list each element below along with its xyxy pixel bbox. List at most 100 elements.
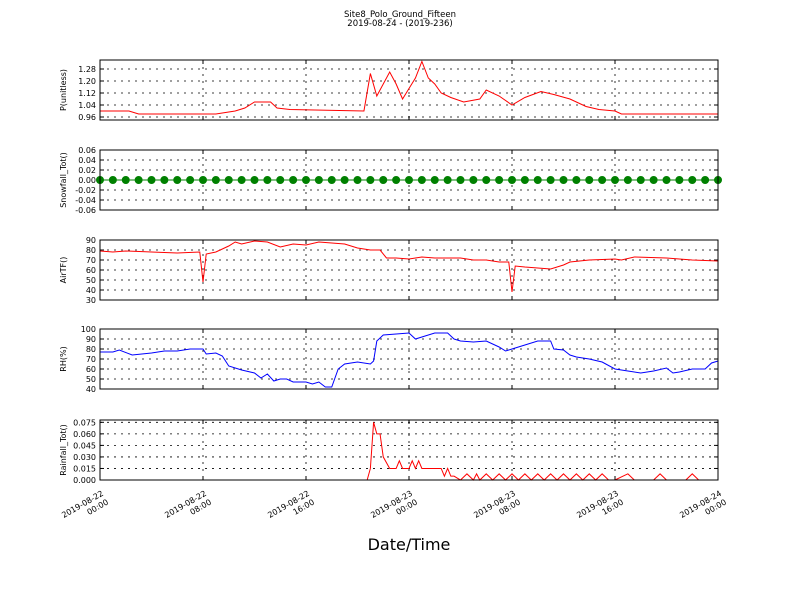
y-tick-label: 70 (86, 256, 96, 265)
data-point (289, 176, 298, 184)
y-tick-label: 0.000 (73, 476, 96, 485)
y-tick-label: 0.075 (73, 418, 96, 427)
figure-subtitle: 2019-08-24 - (2019-236) (347, 19, 452, 29)
data-point (186, 176, 195, 184)
data-point (366, 176, 375, 184)
y-tick-label: 0.06 (78, 146, 96, 155)
axes-frame (99, 419, 719, 481)
y-tick-label: -0.04 (75, 196, 96, 205)
data-point (211, 176, 220, 184)
data-line (100, 422, 718, 481)
axes-frame (99, 59, 719, 121)
data-point (134, 176, 143, 184)
axes-frame (99, 328, 719, 390)
data-point (121, 176, 130, 184)
data-point (237, 176, 246, 184)
data-point (559, 176, 568, 184)
y-tick-label: -0.06 (75, 206, 96, 215)
data-point (533, 176, 542, 184)
data-point (456, 176, 465, 184)
y-tick-label: 90 (86, 236, 96, 245)
data-point (675, 176, 684, 184)
data-point (482, 176, 491, 184)
data-point (649, 176, 658, 184)
data-line (100, 60, 718, 115)
data-point (495, 176, 504, 184)
y-tick-label: 50 (86, 375, 96, 384)
y-tick-label: 100 (81, 325, 96, 334)
y-tick-label: 1.20 (78, 77, 96, 86)
data-point (572, 176, 581, 184)
y-tick-label: 0.96 (78, 113, 96, 122)
data-point (108, 176, 117, 184)
data-point (430, 176, 439, 184)
data-point (469, 176, 478, 184)
y-tick-label: 80 (86, 345, 96, 354)
y-axis-label: Rainfall_Tot() (59, 424, 68, 476)
data-point (199, 176, 207, 184)
y-tick-label: 0.015 (73, 464, 96, 473)
y-tick-label: 0.030 (73, 453, 96, 462)
data-point (224, 176, 233, 184)
data-point (340, 176, 349, 184)
data-point (302, 176, 310, 184)
y-tick-label: 70 (86, 355, 96, 364)
data-point (160, 176, 169, 184)
data-point (598, 176, 607, 184)
data-line (100, 332, 719, 388)
y-axis-label: P(unitless) (59, 69, 68, 111)
data-point (701, 176, 710, 184)
figure-title: Site8_Polo_Ground_Fifteen (344, 10, 456, 20)
data-point (546, 176, 555, 184)
axes-frame (99, 239, 719, 301)
data-point (508, 176, 516, 184)
data-point (443, 176, 452, 184)
data-point (353, 176, 362, 184)
data-point (263, 176, 272, 184)
data-point (379, 176, 388, 184)
y-tick-label: 0.00 (78, 176, 96, 185)
y-tick-label: 30 (86, 296, 96, 305)
y-tick-label: 0.02 (78, 166, 96, 175)
y-tick-label: 0.060 (73, 430, 96, 439)
y-tick-label: 40 (86, 385, 96, 394)
axes-frame (99, 149, 719, 211)
data-point (636, 176, 645, 184)
data-point (417, 176, 426, 184)
data-point (520, 176, 529, 184)
y-tick-label: 0.04 (78, 156, 96, 165)
data-line (99, 240, 719, 293)
y-axis-label: AirTF() (59, 257, 68, 284)
x-axis-label: Date/Time (368, 535, 451, 554)
y-axis-label: RH(%) (59, 346, 68, 371)
y-tick-label: 80 (86, 246, 96, 255)
y-tick-label: 50 (86, 276, 96, 285)
y-tick-label: 0.045 (73, 441, 96, 450)
y-tick-label: 1.04 (78, 101, 96, 110)
data-point (314, 176, 323, 184)
y-tick-label: 90 (86, 335, 96, 344)
y-tick-label: 60 (86, 266, 96, 275)
data-point (611, 176, 619, 184)
data-point (173, 176, 182, 184)
y-tick-label: 60 (86, 365, 96, 374)
data-point (662, 176, 671, 184)
data-point (623, 176, 632, 184)
data-point (327, 176, 336, 184)
data-point (585, 176, 594, 184)
y-tick-label: 1.12 (78, 89, 96, 98)
data-point (405, 176, 413, 184)
data-point (147, 176, 156, 184)
data-point (688, 176, 697, 184)
y-tick-label: -0.02 (75, 186, 96, 195)
data-point (250, 176, 259, 184)
y-tick-label: 40 (86, 286, 96, 295)
